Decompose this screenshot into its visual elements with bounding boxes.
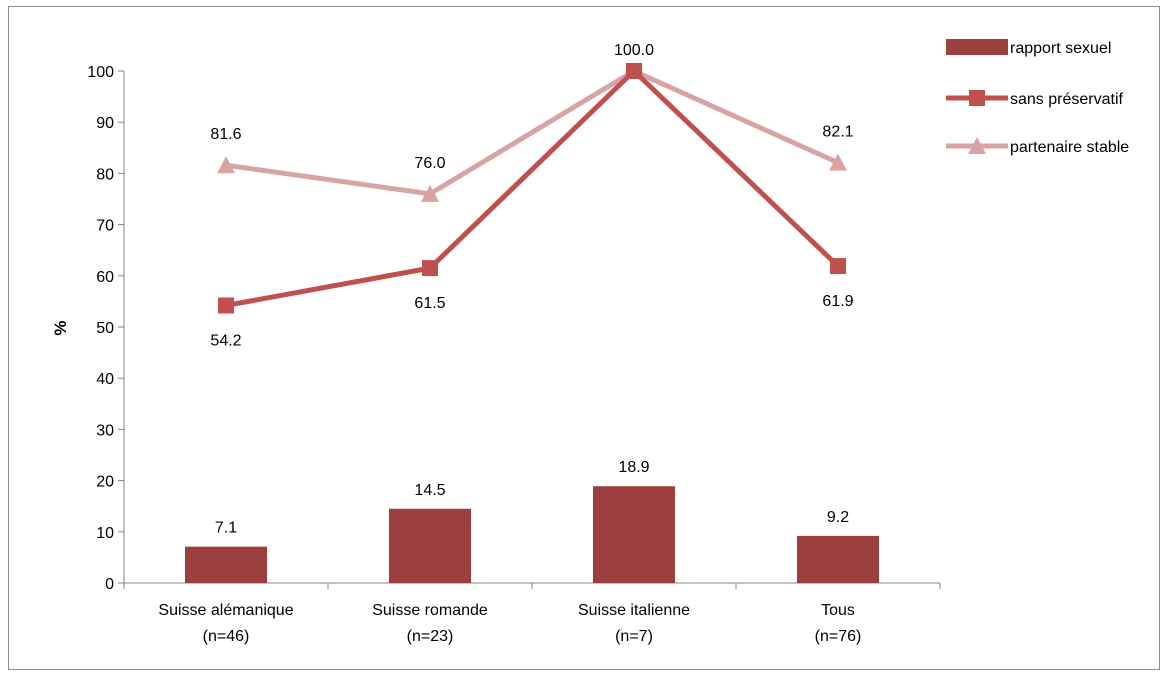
line-data-label: 100.0: [614, 42, 654, 59]
y-tick-label: 60: [96, 269, 114, 286]
bar-data-label: 18.9: [618, 459, 649, 476]
legend-label: rapport sexuel: [1010, 40, 1111, 57]
line-point-square: [830, 258, 846, 275]
bar-data-label: 14.5: [414, 482, 445, 499]
y-axis-title: %: [51, 320, 70, 335]
y-tick-label: 100: [87, 64, 114, 81]
legend: rapport sexuel sans préservatif partenaire…: [946, 39, 1129, 156]
x-tick-label: Suisse alémanique: [158, 602, 293, 619]
legend-marker-square: [969, 90, 985, 106]
bar: [797, 535, 879, 583]
x-tick-label: Suisse romande: [372, 602, 488, 619]
bar-series: [185, 486, 879, 583]
line-point-square: [422, 260, 438, 277]
legend-label: partenaire stable: [1010, 139, 1129, 156]
series-line: [225, 68, 840, 308]
y-tick-label: 90: [96, 115, 114, 132]
x-tick-label-n: (n=76): [815, 628, 862, 645]
legend-swatch-bar: [946, 39, 1008, 55]
line-data-label: 61.5: [414, 295, 445, 312]
axes: 0 10 20 30 40 50 60 70 80 90 100 Suisse alémanique (…: [87, 64, 941, 645]
line-point-square: [218, 297, 234, 314]
y-tick-label: 10: [96, 525, 114, 542]
x-tick-label: Suisse italienne: [578, 602, 690, 619]
bar: [185, 546, 267, 583]
legend-label: sans préservatif: [1010, 91, 1123, 108]
line-data-label: 61.9: [822, 293, 853, 310]
line-series: [217, 62, 847, 314]
bar: [593, 486, 675, 583]
y-tick-label: 0: [105, 576, 114, 593]
x-tick-label: Tous: [821, 602, 855, 619]
y-tick-label: 70: [96, 218, 114, 235]
y-tick-label: 30: [96, 422, 114, 439]
x-tick-label-n: (n=46): [203, 628, 250, 645]
x-tick-label-n: (n=7): [615, 628, 653, 645]
y-tick-label: 80: [96, 166, 114, 183]
y-tick-label: 20: [96, 474, 114, 491]
line-point-triangle: [421, 184, 439, 202]
y-tick-label: 50: [96, 320, 114, 337]
line-data-label: 81.6: [210, 126, 241, 143]
data-labels: 7.1 14.5 18.9 9.2 54.2 61.5 100.0 61.9 81.6 76.0 8…: [210, 42, 853, 537]
line-data-label: 54.2: [210, 332, 241, 349]
y-tick-label: 40: [96, 371, 114, 388]
line-data-label: 76.0: [414, 155, 445, 172]
bar-data-label: 7.1: [215, 520, 237, 537]
bar: [389, 508, 471, 583]
line-point-triangle: [829, 153, 847, 171]
series-line: [225, 68, 840, 197]
line-point-triangle: [217, 156, 235, 174]
line-data-label: 82.1: [822, 124, 853, 141]
line-point-square: [626, 63, 642, 79]
bar-data-label: 9.2: [827, 509, 849, 526]
x-tick-label-n: (n=23): [407, 628, 454, 645]
chart-frame: [8, 6, 1160, 670]
legend-marker-triangle: [968, 137, 986, 154]
